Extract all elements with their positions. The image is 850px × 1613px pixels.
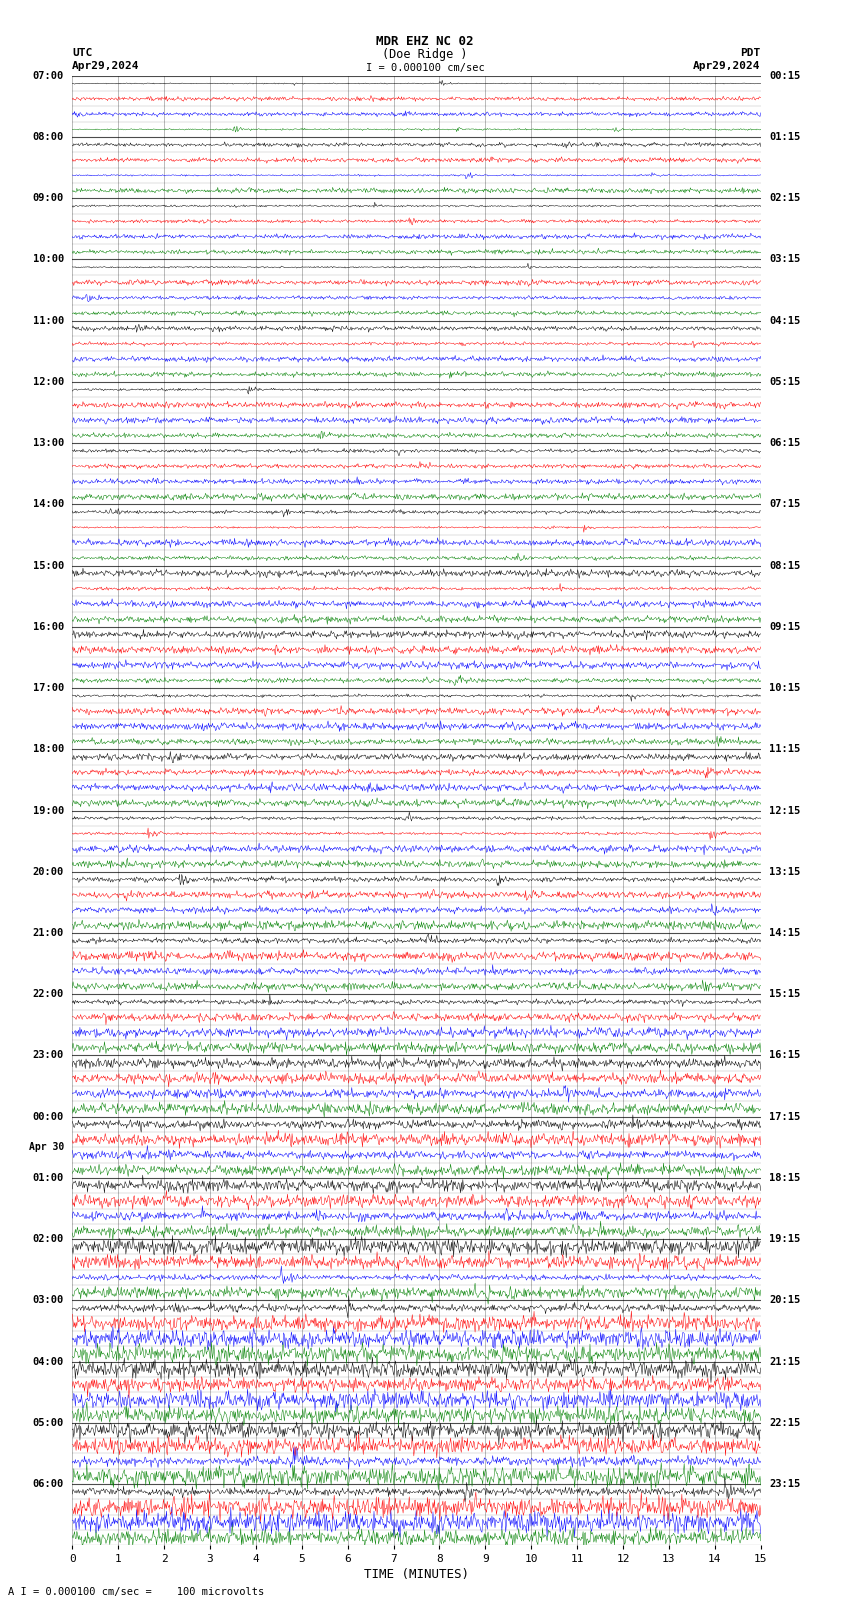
Text: 22:00: 22:00 (33, 989, 64, 998)
Text: 01:15: 01:15 (769, 132, 800, 142)
Text: (Doe Ridge ): (Doe Ridge ) (382, 48, 468, 61)
Text: 14:15: 14:15 (769, 927, 800, 939)
Text: 15:15: 15:15 (769, 989, 800, 998)
Text: 19:15: 19:15 (769, 1234, 800, 1244)
Text: Apr29,2024: Apr29,2024 (72, 61, 139, 71)
Text: 22:15: 22:15 (769, 1418, 800, 1428)
Text: 04:15: 04:15 (769, 316, 800, 326)
Text: 10:00: 10:00 (33, 255, 64, 265)
Text: 18:15: 18:15 (769, 1173, 800, 1182)
Text: 08:15: 08:15 (769, 561, 800, 571)
Text: Apr29,2024: Apr29,2024 (694, 61, 761, 71)
Text: 17:00: 17:00 (33, 682, 64, 694)
Text: 20:00: 20:00 (33, 866, 64, 877)
Text: 05:00: 05:00 (33, 1418, 64, 1428)
Text: 13:00: 13:00 (33, 439, 64, 448)
Text: 05:15: 05:15 (769, 377, 800, 387)
Text: 17:15: 17:15 (769, 1111, 800, 1121)
Text: 02:00: 02:00 (33, 1234, 64, 1244)
Text: PDT: PDT (740, 48, 761, 58)
Text: 10:15: 10:15 (769, 682, 800, 694)
X-axis label: TIME (MINUTES): TIME (MINUTES) (364, 1568, 469, 1581)
Text: 08:00: 08:00 (33, 132, 64, 142)
Text: 02:15: 02:15 (769, 194, 800, 203)
Text: 20:15: 20:15 (769, 1295, 800, 1305)
Text: 16:00: 16:00 (33, 623, 64, 632)
Text: 19:00: 19:00 (33, 805, 64, 816)
Text: 03:15: 03:15 (769, 255, 800, 265)
Text: 23:00: 23:00 (33, 1050, 64, 1060)
Text: 12:00: 12:00 (33, 377, 64, 387)
Text: UTC: UTC (72, 48, 93, 58)
Text: 07:15: 07:15 (769, 500, 800, 510)
Text: 03:00: 03:00 (33, 1295, 64, 1305)
Text: 01:00: 01:00 (33, 1173, 64, 1182)
Text: 00:15: 00:15 (769, 71, 800, 81)
Text: 18:00: 18:00 (33, 744, 64, 755)
Text: A I = 0.000100 cm/sec =    100 microvolts: A I = 0.000100 cm/sec = 100 microvolts (8, 1587, 264, 1597)
Text: 06:15: 06:15 (769, 439, 800, 448)
Text: 16:15: 16:15 (769, 1050, 800, 1060)
Text: 21:00: 21:00 (33, 927, 64, 939)
Text: 04:00: 04:00 (33, 1357, 64, 1366)
Text: I = 0.000100 cm/sec: I = 0.000100 cm/sec (366, 63, 484, 73)
Text: 06:00: 06:00 (33, 1479, 64, 1489)
Text: 09:15: 09:15 (769, 623, 800, 632)
Text: 11:15: 11:15 (769, 744, 800, 755)
Text: 00:00: 00:00 (33, 1111, 64, 1121)
Text: MDR EHZ NC 02: MDR EHZ NC 02 (377, 35, 473, 48)
Text: 14:00: 14:00 (33, 500, 64, 510)
Text: 23:15: 23:15 (769, 1479, 800, 1489)
Text: 21:15: 21:15 (769, 1357, 800, 1366)
Text: Apr 30: Apr 30 (29, 1142, 64, 1152)
Text: 11:00: 11:00 (33, 316, 64, 326)
Text: 12:15: 12:15 (769, 805, 800, 816)
Text: 07:00: 07:00 (33, 71, 64, 81)
Text: 15:00: 15:00 (33, 561, 64, 571)
Text: 09:00: 09:00 (33, 194, 64, 203)
Text: 13:15: 13:15 (769, 866, 800, 877)
